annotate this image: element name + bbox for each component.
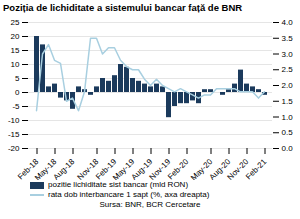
html-text:pozitie lichiditate sist banca: pozitie lichiditate sist bancar (mld RON… (48, 180, 188, 189)
svg-text:3.5: 3.5 (282, 34, 294, 43)
svg-text:25: 25 (11, 18, 20, 27)
svg-text:0: 0 (15, 88, 20, 97)
svg-text:0.0: 0.0 (282, 144, 294, 153)
svg-text:4.0: 4.0 (282, 18, 294, 27)
svg-text:Feb-21: Feb-21 (244, 157, 269, 180)
svg-text:20: 20 (11, 32, 20, 41)
svg-text:3.0: 3.0 (282, 50, 294, 59)
svg-text:1.0: 1.0 (282, 113, 294, 122)
svg-text:-10: -10 (8, 116, 20, 125)
svg-text:2.0: 2.0 (282, 81, 294, 90)
html-text:Poziția de lichiditate a siste: Poziția de lichiditate a sistemului banc… (3, 2, 243, 13)
svg-text:-20: -20 (8, 144, 20, 153)
svg-text:10: 10 (11, 60, 20, 69)
svg-text:Feb-20: Feb-20 (166, 157, 191, 180)
svg-text:15: 15 (11, 46, 20, 55)
svg-text:-15: -15 (8, 130, 20, 139)
svg-text:Aug-18: Aug-18 (52, 157, 77, 180)
html-text:rata dob interbancare 1 sapt (: rata dob interbancare 1 sapt (%, axa dre… (48, 190, 210, 199)
svg-text:0.5: 0.5 (282, 128, 294, 137)
svg-text:5: 5 (15, 74, 20, 83)
svg-text:-5: -5 (12, 102, 20, 111)
svg-text:1.5: 1.5 (282, 97, 294, 106)
svg-text:2.5: 2.5 (282, 65, 294, 74)
html-text:Sursa: BNR, BCR Cercetare: Sursa: BNR, BCR Cercetare (99, 200, 201, 209)
